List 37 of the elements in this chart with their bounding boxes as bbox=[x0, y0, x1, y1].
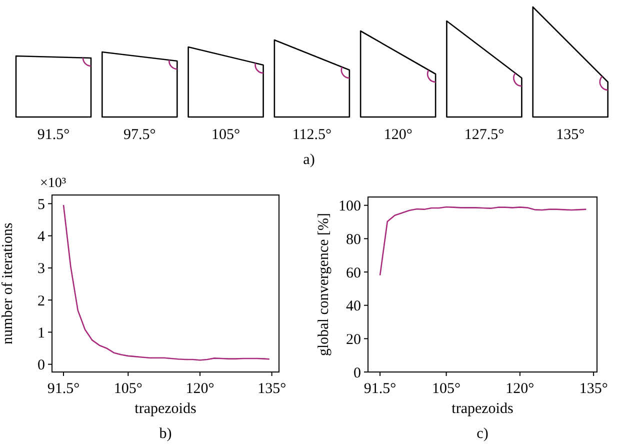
category-label: 105° bbox=[212, 127, 240, 143]
text: b) bbox=[159, 426, 172, 442]
x-tick-label: 105° bbox=[114, 381, 142, 397]
category-label: 91.5° bbox=[37, 127, 70, 143]
x-tick-label: 135° bbox=[258, 381, 286, 397]
y-tick-label: 20 bbox=[346, 332, 361, 348]
y-axis-title: number of iterations bbox=[0, 222, 16, 344]
x-tick-label: 120° bbox=[186, 381, 214, 397]
text: c) bbox=[476, 426, 488, 442]
x-tick-label: 120° bbox=[506, 381, 534, 397]
y-tick-label: 60 bbox=[346, 265, 361, 282]
line-series bbox=[62, 204, 270, 361]
x-tick-label: 91.5° bbox=[47, 381, 80, 397]
category-label: 135° bbox=[556, 127, 585, 143]
y-tick-label: 5 bbox=[38, 196, 45, 213]
y-tick-label: 4 bbox=[38, 229, 46, 246]
y-tick-label: 2 bbox=[38, 293, 45, 310]
category-label: 97.5° bbox=[124, 127, 156, 143]
y-tick-label: 1 bbox=[38, 325, 45, 342]
y-tick-label: 3 bbox=[38, 261, 45, 278]
line-series bbox=[379, 206, 587, 276]
x-axis-title: trapezoids bbox=[452, 401, 514, 417]
category-label: 112.5° bbox=[292, 127, 332, 143]
category-label: 127.5° bbox=[464, 127, 504, 143]
x-tick-label: 135° bbox=[579, 381, 608, 397]
y-tick-label: 40 bbox=[346, 298, 361, 315]
x-tick-label: 91.5° bbox=[364, 381, 396, 397]
y-tick-label: 100 bbox=[338, 198, 361, 215]
x-axis-title: trapezoids bbox=[134, 401, 196, 417]
category-label: 120° bbox=[384, 127, 412, 143]
x-tick-label: 105° bbox=[432, 381, 461, 397]
y-tick-label: 0 bbox=[38, 358, 45, 374]
text: a) bbox=[303, 152, 315, 168]
y-axis-title: global convergence [%] bbox=[316, 213, 332, 356]
y-tick-label: 0 bbox=[354, 365, 361, 382]
y-tick-label: 80 bbox=[346, 232, 361, 248]
text: ×10³ bbox=[40, 176, 66, 191]
